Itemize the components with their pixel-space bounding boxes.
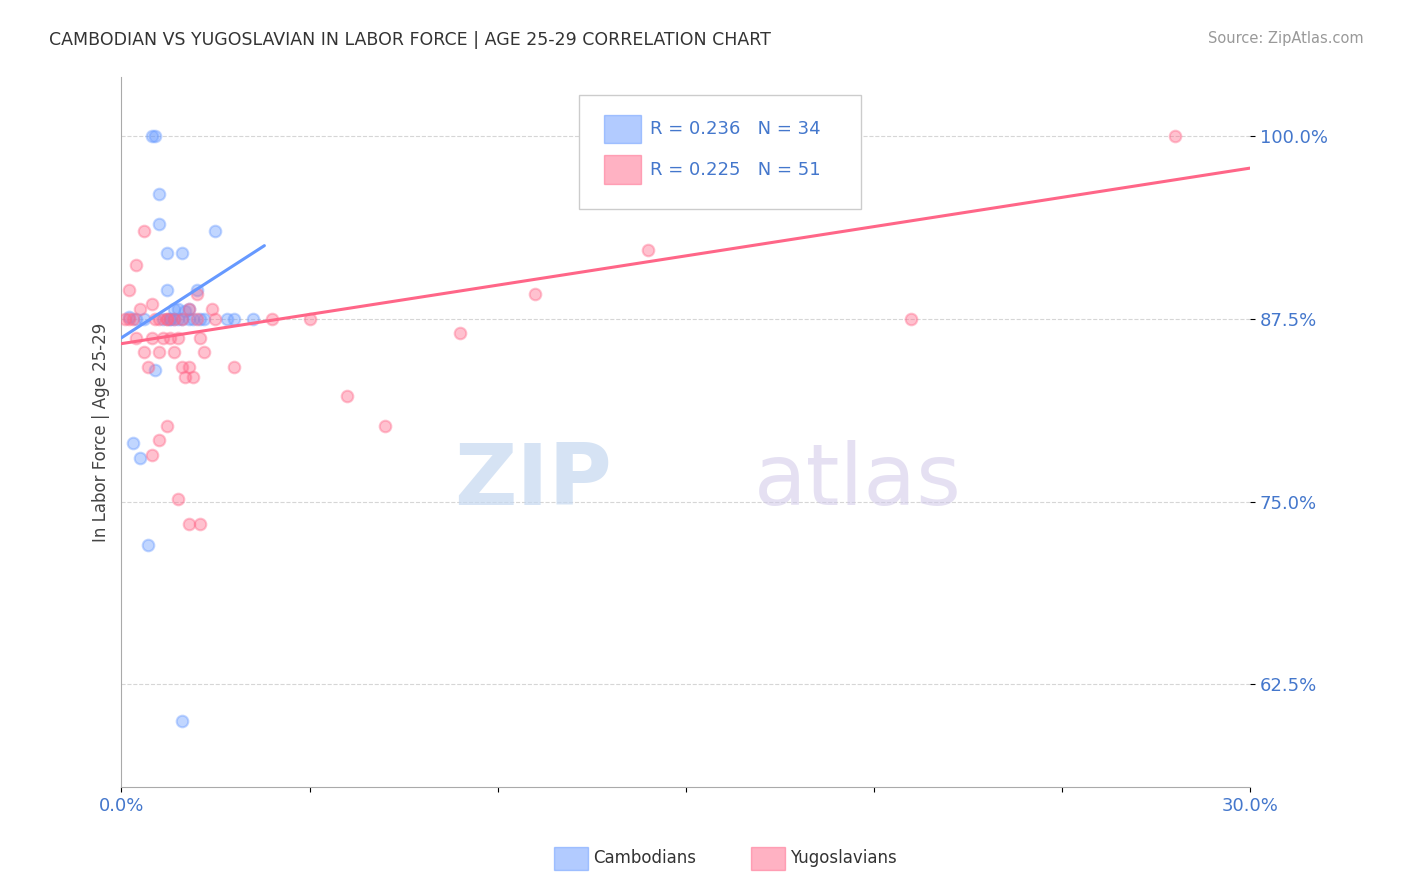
FancyBboxPatch shape bbox=[605, 155, 641, 184]
Point bbox=[118, 283, 141, 297]
Point bbox=[159, 331, 181, 345]
Point bbox=[141, 331, 163, 345]
Text: Yugoslavians: Yugoslavians bbox=[790, 849, 897, 867]
Point bbox=[524, 287, 547, 301]
Point bbox=[170, 246, 193, 260]
Point bbox=[148, 217, 170, 231]
Point bbox=[179, 359, 201, 374]
Text: atlas: atlas bbox=[754, 441, 962, 524]
Point bbox=[125, 331, 148, 345]
Point bbox=[900, 311, 922, 326]
Point bbox=[143, 128, 166, 143]
Point bbox=[132, 345, 155, 359]
Point bbox=[118, 311, 141, 326]
Point bbox=[155, 311, 177, 326]
Point bbox=[143, 363, 166, 377]
Point bbox=[190, 311, 212, 326]
Point bbox=[787, 169, 810, 184]
Point bbox=[186, 311, 208, 326]
Point bbox=[148, 345, 170, 359]
Point bbox=[1164, 128, 1187, 143]
Point bbox=[193, 345, 215, 359]
Point bbox=[152, 331, 174, 345]
Point bbox=[224, 359, 246, 374]
Point bbox=[215, 311, 238, 326]
Point bbox=[242, 311, 264, 326]
Point bbox=[148, 433, 170, 447]
Point bbox=[114, 311, 136, 326]
Point bbox=[186, 283, 208, 297]
Point bbox=[159, 311, 181, 326]
Point bbox=[167, 331, 190, 345]
Point bbox=[174, 304, 197, 318]
Point bbox=[174, 370, 197, 384]
Text: Cambodians: Cambodians bbox=[593, 849, 696, 867]
Point bbox=[155, 246, 177, 260]
Point bbox=[336, 389, 359, 403]
Point bbox=[181, 370, 204, 384]
Point bbox=[132, 311, 155, 326]
FancyBboxPatch shape bbox=[605, 115, 641, 144]
Point bbox=[155, 311, 177, 326]
Point bbox=[186, 287, 208, 301]
FancyBboxPatch shape bbox=[578, 95, 860, 209]
Point bbox=[170, 714, 193, 728]
Point bbox=[141, 448, 163, 462]
Point bbox=[152, 311, 174, 326]
Point bbox=[163, 311, 186, 326]
Point bbox=[118, 310, 141, 325]
Point bbox=[170, 311, 193, 326]
Point bbox=[141, 297, 163, 311]
Point bbox=[129, 301, 152, 316]
Point bbox=[190, 331, 212, 345]
Point bbox=[260, 311, 283, 326]
Point bbox=[163, 345, 186, 359]
Point bbox=[374, 418, 396, 433]
Point bbox=[224, 311, 246, 326]
Point bbox=[163, 301, 186, 316]
Point bbox=[201, 301, 224, 316]
Point bbox=[132, 224, 155, 238]
Point bbox=[129, 450, 152, 465]
Point bbox=[163, 311, 186, 326]
Point bbox=[121, 436, 143, 450]
Point bbox=[204, 311, 226, 326]
Point bbox=[179, 311, 201, 326]
Point bbox=[143, 311, 166, 326]
Point bbox=[637, 243, 659, 257]
Point bbox=[125, 258, 148, 272]
Text: ZIP: ZIP bbox=[454, 441, 613, 524]
Point bbox=[148, 311, 170, 326]
Text: Source: ZipAtlas.com: Source: ZipAtlas.com bbox=[1208, 31, 1364, 46]
Point bbox=[193, 311, 215, 326]
Point bbox=[449, 326, 471, 341]
Point bbox=[170, 359, 193, 374]
Point bbox=[179, 301, 201, 316]
Point bbox=[167, 311, 190, 326]
Point bbox=[155, 418, 177, 433]
Point bbox=[179, 301, 201, 316]
Point bbox=[148, 187, 170, 202]
Point bbox=[155, 283, 177, 297]
Point bbox=[136, 359, 159, 374]
Point bbox=[190, 516, 212, 531]
Point bbox=[167, 491, 190, 506]
Point bbox=[204, 224, 226, 238]
Point bbox=[298, 311, 321, 326]
Point bbox=[179, 516, 201, 531]
Point bbox=[136, 539, 159, 553]
Text: R = 0.236   N = 34: R = 0.236 N = 34 bbox=[650, 120, 820, 138]
Point bbox=[181, 311, 204, 326]
Point bbox=[159, 311, 181, 326]
Text: CAMBODIAN VS YUGOSLAVIAN IN LABOR FORCE | AGE 25-29 CORRELATION CHART: CAMBODIAN VS YUGOSLAVIAN IN LABOR FORCE … bbox=[49, 31, 770, 49]
Text: R = 0.225   N = 51: R = 0.225 N = 51 bbox=[650, 161, 820, 178]
Point bbox=[125, 311, 148, 326]
Point bbox=[167, 301, 190, 316]
Point bbox=[170, 311, 193, 326]
Y-axis label: In Labor Force | Age 25-29: In Labor Force | Age 25-29 bbox=[93, 323, 110, 541]
Point bbox=[121, 311, 143, 326]
Point bbox=[141, 128, 163, 143]
